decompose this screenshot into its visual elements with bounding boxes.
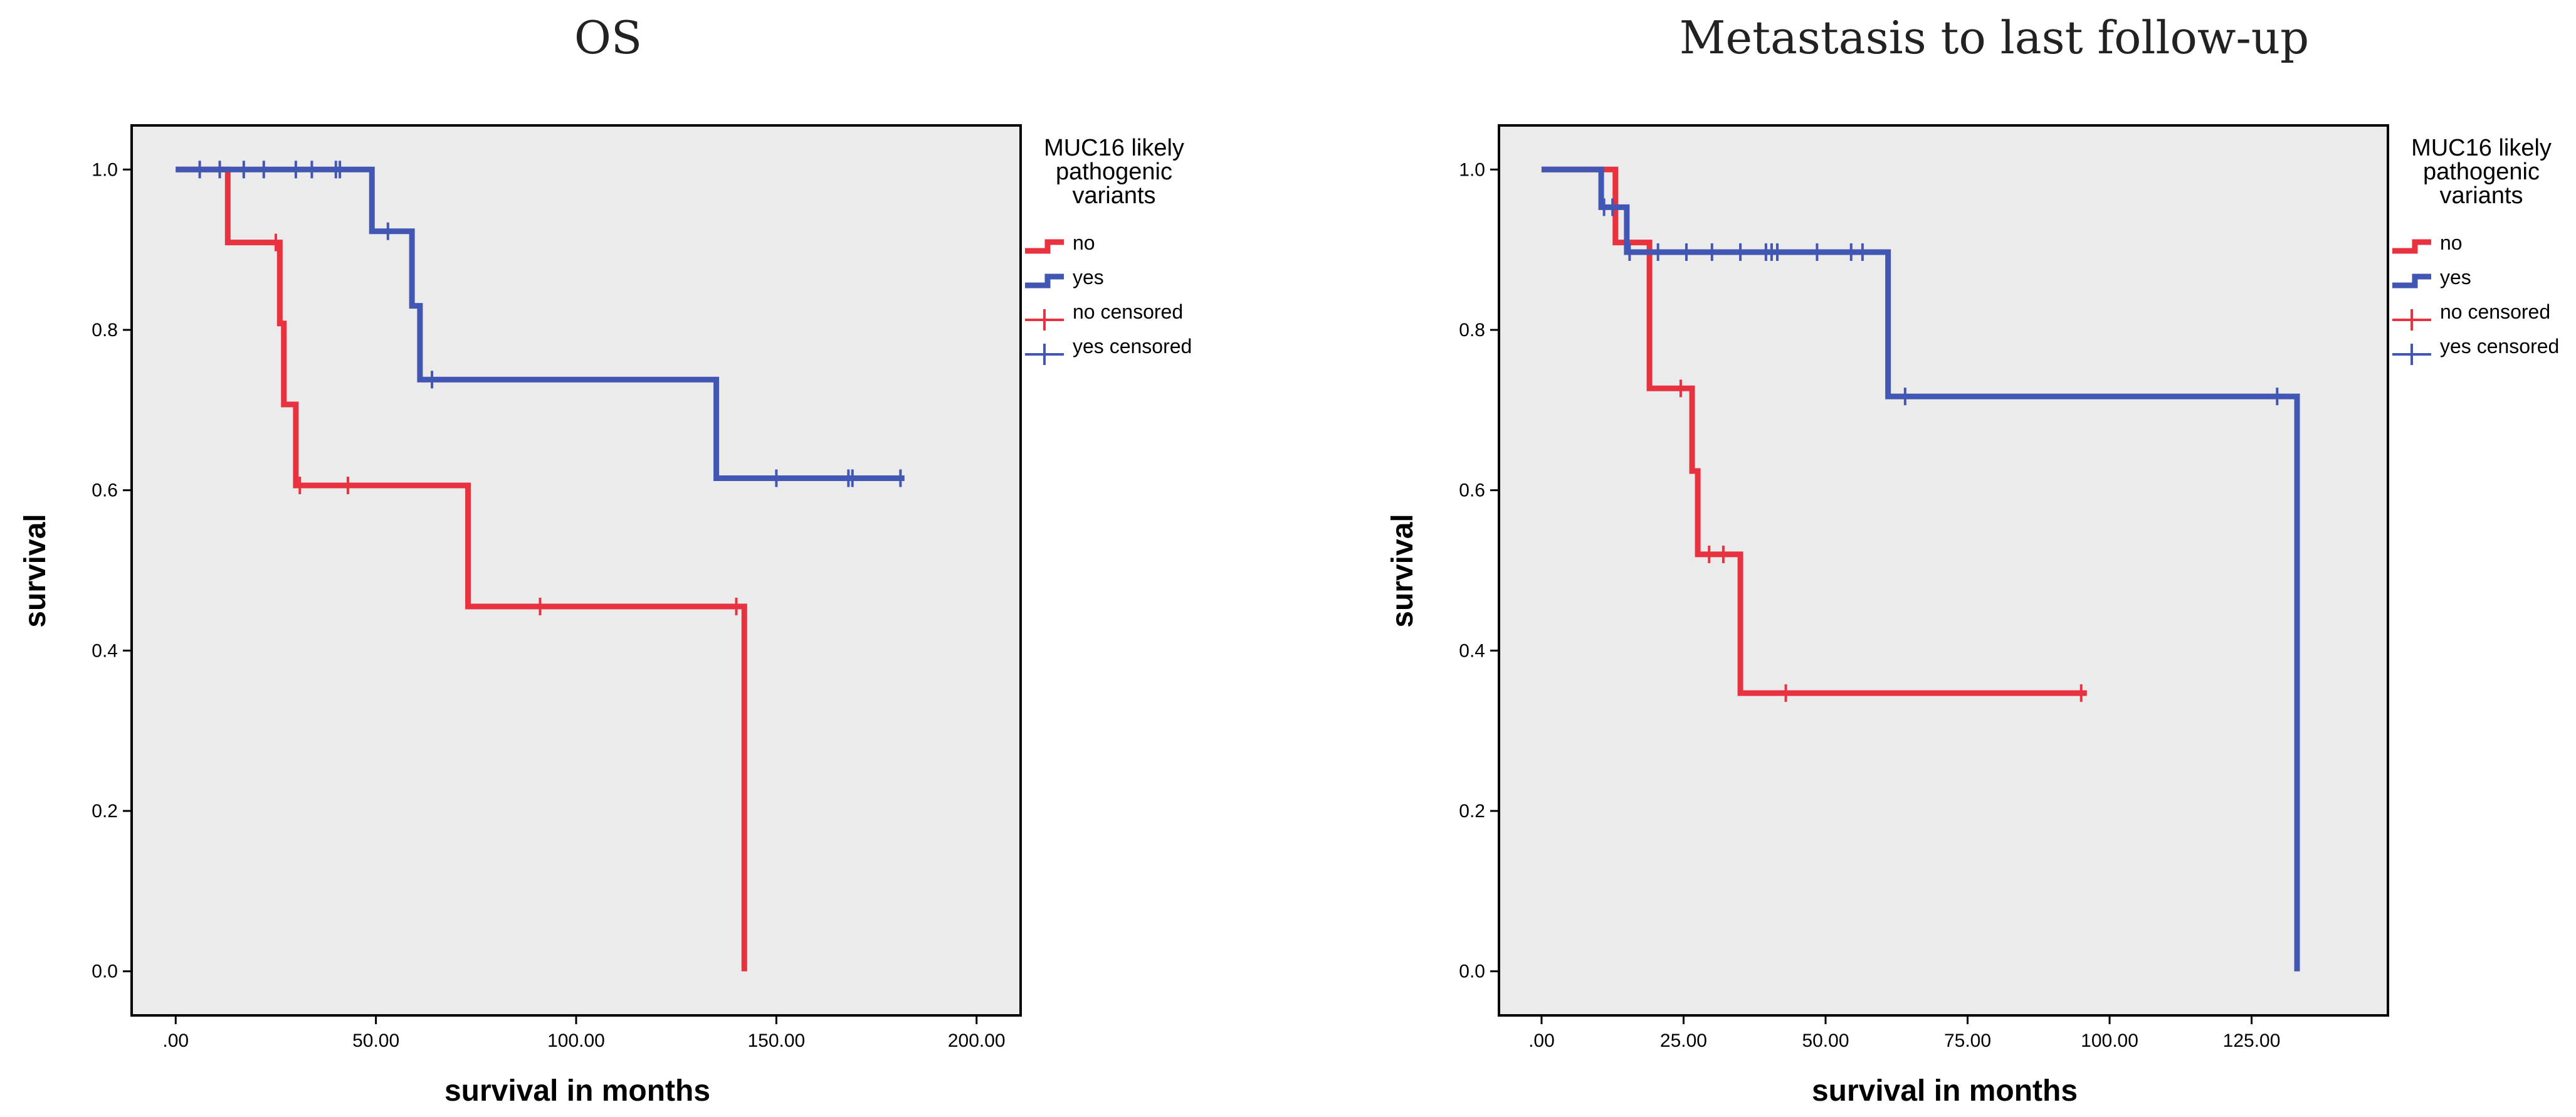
legend-label: no [1073,231,1095,254]
y-tick-label: 0.0 [92,961,118,982]
x-axis-title: survival in months [1812,1074,2078,1108]
x-axis-title: survival in months [444,1074,710,1108]
legend-censor-swatch [1025,309,1064,331]
series-lines [1541,166,2300,971]
series-line-no [1541,166,2087,696]
legend-line-swatch [2392,239,2431,254]
legend-label: yes [1073,266,1104,289]
series-line-yes [176,166,905,481]
x-tick-label: 75.00 [1944,1030,1991,1051]
y-tick-label: 0.6 [92,480,118,501]
y-tick-label: 0.0 [1459,961,1485,982]
os-chart: OS 0.0 0.2 0.4 0.6 0.8 1.0 .00 50.00 100.00 150.… [19,11,1192,1108]
chart-title: OS [574,11,642,64]
y-tick-label: 0.2 [1459,801,1485,822]
legend-censor-swatch [2392,344,2431,365]
chart-title: Metastasis to last follow-up [1680,11,2310,64]
legend-line-swatch [1025,239,1064,254]
x-tick-label: 25.00 [1660,1030,1707,1051]
y-tick-label: 0.6 [1459,480,1485,501]
legend-censor-swatch [1025,344,1064,365]
series-lines [176,166,905,971]
series-line-yes [1541,166,2300,971]
legend-title: variants [1072,183,1155,209]
x-axis-ticks: .00 25.00 50.00 75.00 100.00 125.00 [1528,1015,2280,1051]
y-tick-label: 0.2 [92,801,118,822]
metastasis-chart: Metastasis to last follow-up 0.00.20.40.… [1386,11,2559,1108]
plot-area [1498,124,2389,1017]
y-tick-label: 1.0 [92,159,118,180]
x-tick-label: 100.00 [2081,1030,2138,1051]
y-tick-label: 0.8 [92,320,118,341]
x-tick-label: .00 [162,1030,189,1051]
legend-line-swatch [2392,273,2431,289]
y-tick-label: 1.0 [1459,159,1485,180]
legend-label: no [2440,231,2463,254]
x-tick-label: 125.00 [2223,1030,2281,1051]
legend-title: pathogenic [1056,159,1172,185]
x-tick-label: 50.00 [1802,1030,1849,1051]
y-tick-label: 0.4 [1459,640,1485,661]
legend-label: no censored [2440,300,2550,323]
legend-label: no censored [1073,300,1183,323]
legend-title: pathogenic [2423,159,2540,185]
legend-censor-swatch [2392,309,2431,331]
y-tick-label: 0.8 [1459,320,1485,341]
censor-marks [1602,198,2279,702]
legend-title: MUC16 likely [2411,135,2552,161]
x-tick-label: 50.00 [352,1030,399,1051]
x-tick-label: 100.00 [547,1030,605,1051]
x-tick-label: 200.00 [948,1030,1006,1051]
y-axis-ticks: 0.0 0.2 0.4 0.6 0.8 1.0 [92,159,132,982]
y-tick-label: 0.4 [92,640,118,661]
legend-line-swatch [1025,273,1064,289]
plot-area [130,124,1022,1017]
x-tick-label: 150.00 [747,1030,805,1051]
legend-label: yes censored [1073,335,1192,357]
legend-label: yes [2440,266,2471,289]
legend-title: variants [2439,183,2523,209]
y-axis-title: survival [19,514,52,627]
y-axis-ticks: 0.0 0.2 0.4 0.6 0.8 1.0 [1459,159,1499,982]
legend-title: MUC16 likely [1044,135,1184,161]
legend-label: yes censored [2440,335,2559,357]
y-axis-title: survival [1386,514,1419,627]
series-line-no [176,166,747,971]
censor-marks [198,161,902,616]
x-axis-ticks: .00 50.00 100.00 150.00 200.00 [162,1015,1006,1051]
x-tick-label: .00 [1528,1030,1555,1051]
